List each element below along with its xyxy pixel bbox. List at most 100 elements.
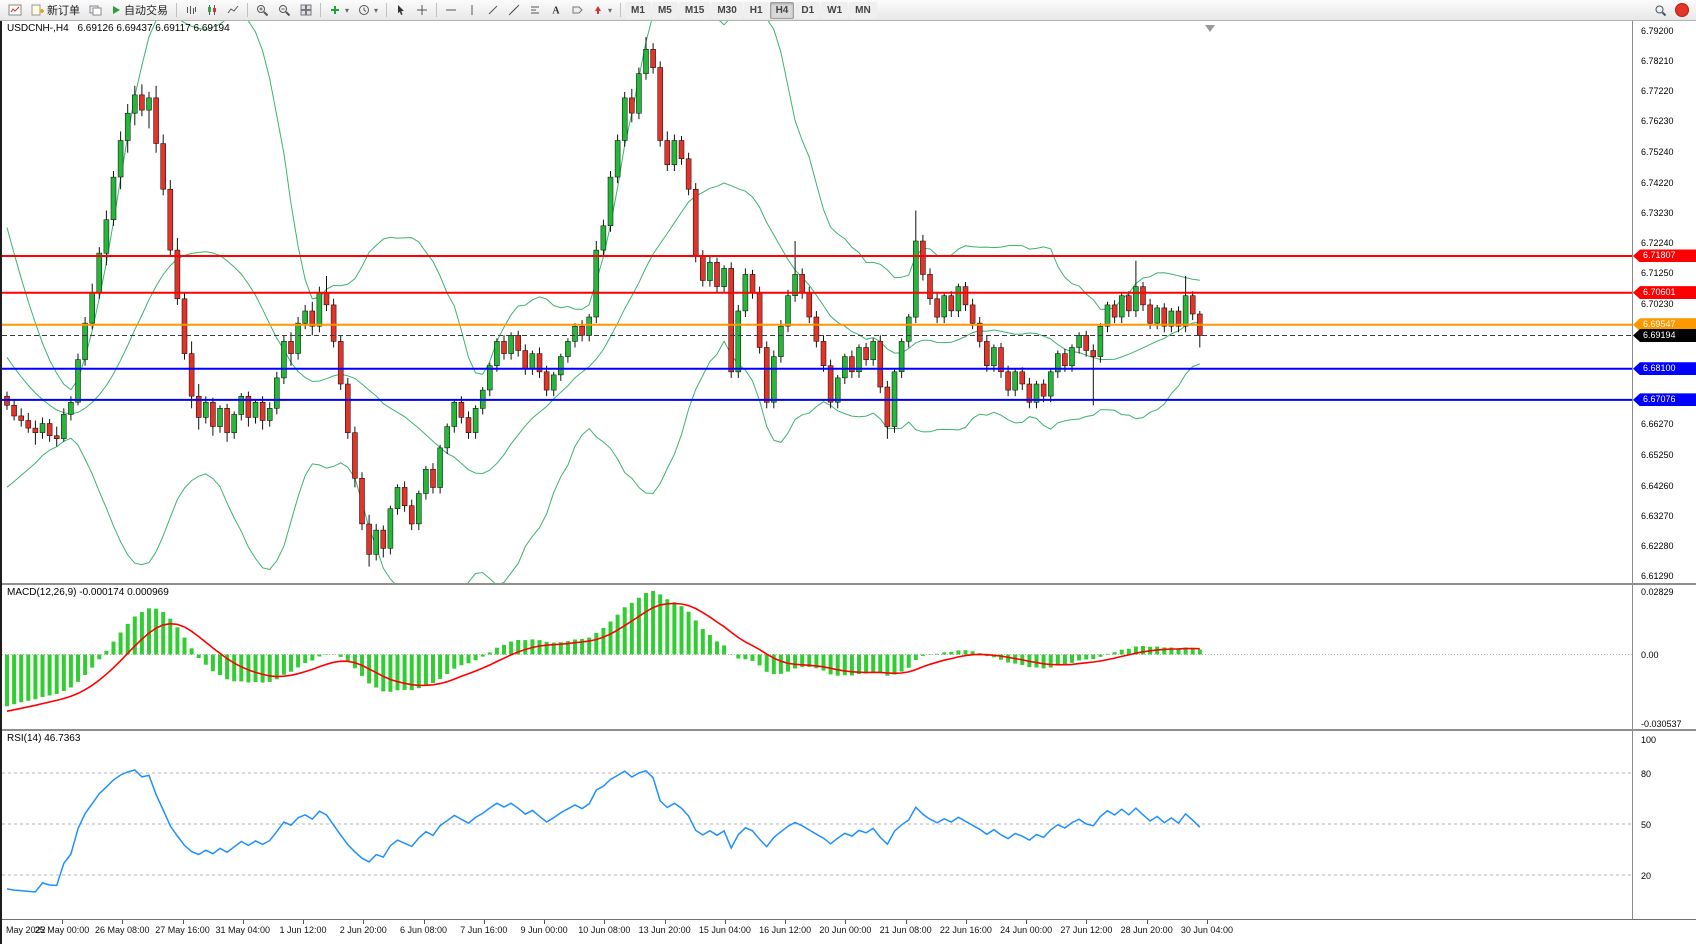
price-panel: USDCNH-,H4 6.69126 6.69437 6.69117 6.691…	[2, 21, 1696, 583]
line-chart-type-button[interactable]	[223, 2, 243, 19]
time-axis-tick	[544, 920, 546, 924]
symbol-timeframe-label: USDCNH-,H4	[7, 23, 69, 34]
trendline-tool-button[interactable]	[483, 2, 503, 19]
zoom-in-icon	[257, 4, 269, 16]
time-axis-tick	[303, 920, 305, 924]
toolbar-separator	[436, 3, 438, 17]
time-axis-tick	[423, 920, 425, 924]
price-axis-label: 6.79200	[1641, 26, 1674, 36]
horizontal-level-lines[interactable]	[2, 255, 1632, 401]
time-axis-tick	[242, 920, 244, 924]
chevron-down-icon: ▾	[608, 5, 613, 15]
timeframe-button-w1[interactable]: W1	[821, 1, 849, 19]
time-axis-label: 2 Jun 20:00	[339, 925, 387, 935]
chart-shift-marker[interactable]	[1205, 25, 1215, 32]
cursor-icon	[398, 5, 405, 15]
time-axis-label: 27 Jun 12:00	[1060, 925, 1113, 935]
timeframe-button-mn[interactable]: MN	[849, 1, 877, 19]
chevron-down-icon: ▾	[345, 5, 350, 15]
rsi-label: RSI(14) 46.7363	[7, 733, 81, 744]
time-axis-tick	[785, 920, 787, 924]
rsi-axis-label: 20	[1641, 871, 1652, 881]
price-level-badge: 6.69194	[1633, 328, 1696, 342]
time-axis-label: 10 Jun 08:00	[578, 925, 631, 935]
candlestick-icon	[208, 5, 216, 15]
price-axis-label: 6.72240	[1641, 237, 1674, 248]
time-axis[interactable]: May 2022 25 May 00:00 26 May 08:00 27 May 1…	[2, 919, 1696, 944]
rsi-axis[interactable]: 100 80 50 20	[1632, 731, 1696, 919]
cursor-button[interactable]	[391, 2, 411, 19]
timeframe-button-h4[interactable]: H4	[769, 1, 795, 19]
crosshair-button[interactable]	[412, 2, 432, 19]
arrows-tool-button[interactable]: ▾	[588, 2, 616, 19]
price-chart-plot[interactable]: USDCNH-,H4 6.69126 6.69437 6.69117 6.691…	[2, 21, 1632, 583]
label-tool-button[interactable]	[567, 2, 587, 19]
time-axis-label: 27 May 16:00	[155, 925, 210, 935]
hline-icon	[446, 9, 457, 11]
toolbar-separator	[176, 3, 177, 17]
price-axis-label: 6.65250	[1641, 450, 1674, 461]
crosshair-icon	[417, 5, 428, 15]
time-axis-tick	[604, 920, 606, 924]
channel-tool-button[interactable]	[504, 2, 524, 19]
timeframe-button-m30[interactable]: M30	[711, 1, 743, 19]
macd-axis-label: 0.00	[1641, 650, 1659, 661]
timeframe-button-m5[interactable]: M5	[651, 1, 678, 19]
fibonacci-tool-button[interactable]	[525, 2, 545, 19]
macd-plot[interactable]: MACD(12,26,9) -0.000174 0.000969	[2, 585, 1632, 729]
auto-trading-button[interactable]: 自动交易	[107, 2, 172, 19]
hline-tool-button[interactable]	[441, 2, 461, 19]
charts-button[interactable]	[4, 2, 26, 19]
price-axis-label: 6.64260	[1641, 480, 1674, 491]
chart-title: USDCNH-,H4 6.69126 6.69437 6.69117 6.691…	[7, 23, 236, 34]
tile-windows-button[interactable]	[296, 2, 316, 19]
macd-panel: MACD(12,26,9) -0.000174 0.000969 0.02829…	[2, 585, 1696, 729]
timeframe-button-m15[interactable]: M15	[678, 1, 711, 19]
text-tool-button[interactable]: A	[546, 2, 566, 19]
time-axis-label: 16 Jun 12:00	[759, 925, 812, 935]
macd-axis[interactable]: 0.02829 0.00 -0.030537	[1632, 585, 1696, 729]
timeframe-group: M1 M5 M15 M30 H1 H4 D1 W1 MN	[625, 1, 877, 19]
panel-splitter[interactable]	[2, 583, 1696, 585]
time-axis-label: 13 Jun 20:00	[638, 925, 691, 935]
candlestick-type-button[interactable]	[202, 2, 222, 19]
rsi-axis-label: 50	[1641, 820, 1652, 830]
toolbar-separator	[386, 3, 388, 17]
search-button[interactable]	[1650, 2, 1671, 19]
time-axis-label: 28 Jun 20:00	[1120, 925, 1173, 935]
price-axis-label: 6.78210	[1641, 56, 1674, 67]
line-chart-icon	[227, 5, 239, 14]
new-order-label: 新订单	[47, 5, 80, 17]
rsi-plot[interactable]: RSI(14) 46.7363	[2, 731, 1632, 919]
auto-trading-label: 自动交易	[124, 5, 168, 17]
indicators-button[interactable]: ▾	[325, 2, 353, 19]
time-axis-tick	[1086, 920, 1088, 924]
charts-icon	[8, 4, 22, 16]
time-axis-tick	[905, 920, 907, 924]
price-chart-svg	[2, 21, 1632, 583]
timeframe-button-d1[interactable]: D1	[795, 1, 821, 19]
notification-badge[interactable]	[1675, 3, 1689, 17]
toolbar: 新订单 自动交易 ▾ ▾	[0, 0, 1696, 21]
time-axis-tick	[122, 920, 124, 924]
text-icon: A	[552, 6, 560, 17]
price-axis[interactable]: 6.79200 6.78210 6.77220 6.76230 6.75240 6.742…	[1632, 21, 1696, 583]
time-axis-label: 15 Jun 04:00	[698, 925, 751, 935]
vline-tool-button[interactable]	[462, 2, 482, 19]
bar-chart-type-button[interactable]	[181, 2, 201, 19]
rsi-panel: RSI(14) 46.7363 100 80 50 20	[2, 731, 1696, 919]
periodicity-icon	[359, 5, 370, 15]
zoom-in-button[interactable]	[252, 2, 273, 19]
price-level-badge: 6.68100	[1633, 362, 1696, 376]
zoom-out-button[interactable]	[274, 2, 295, 19]
timeframe-button-m1[interactable]: M1	[625, 1, 651, 19]
chart-window-button[interactable]	[85, 2, 106, 19]
timeframe-button-h1[interactable]: H1	[743, 1, 769, 19]
time-axis-label: 22 Jun 16:00	[939, 925, 992, 935]
new-order-button[interactable]: 新订单	[27, 2, 84, 19]
price-level-badge: 6.67076	[1633, 393, 1696, 407]
price-axis-label: 6.76230	[1641, 116, 1674, 127]
periodicity-button[interactable]: ▾	[354, 2, 382, 19]
macd-title: MACD(12,26,9) -0.000174 0.000969	[7, 587, 175, 598]
panel-splitter[interactable]	[2, 729, 1696, 731]
